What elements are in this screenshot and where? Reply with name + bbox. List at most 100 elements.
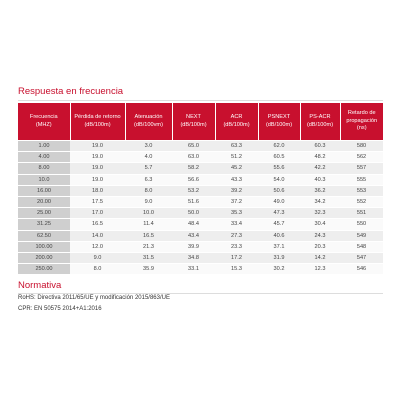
rule	[18, 100, 383, 101]
table-cell: 23.3	[215, 240, 258, 253]
table-cell: 562	[340, 151, 383, 163]
table-cell: 31.25	[18, 218, 70, 230]
header-cell: Frecuencia (MHZ)	[18, 103, 70, 141]
table-row: 25.00 17.0 10.0 50.0 35.3 47.3 32.3 551	[18, 207, 383, 219]
table-cell: 33.4	[215, 218, 258, 230]
table-row: 20.00 17.5 9.0 51.6 37.2 49.0 34.2 552	[18, 195, 383, 208]
table-cell: 3.0	[125, 139, 172, 152]
table-cell: 18.0	[70, 184, 125, 197]
table-cell: 53.2	[172, 184, 215, 197]
table-row: 250.00 8.0 35.9 33.1 15.3 30.2 12.3 546	[18, 263, 383, 275]
table-cell: 39.9	[172, 240, 215, 253]
table-cell: 546	[340, 263, 383, 275]
table-cell: 35.9	[125, 263, 172, 275]
table-cell: 100.00	[18, 240, 70, 253]
table-cell: 39.2	[215, 184, 258, 197]
table-cell: 548	[340, 240, 383, 253]
table-cell: 54.0	[258, 173, 300, 186]
table-cell: 19.0	[70, 139, 125, 152]
table-cell: 9.0	[125, 195, 172, 208]
header-line: Frecuencia	[29, 114, 58, 120]
table-row: 16.00 18.0 8.0 53.2 39.2 50.6 36.2 553	[18, 184, 383, 197]
table-cell: 51.6	[172, 195, 215, 208]
table-cell: 63.0	[172, 151, 215, 163]
header-line: ACR	[230, 114, 243, 120]
table-cell: 40.6	[258, 229, 300, 242]
table-cell: 34.2	[300, 195, 340, 208]
table-cell: 553	[340, 184, 383, 197]
header-line: propagación	[346, 117, 378, 124]
table-cell: 34.8	[172, 251, 215, 264]
table-cell: 60.3	[300, 139, 340, 152]
table-cell: 20.00	[18, 195, 70, 208]
header-line: NEXT	[186, 114, 201, 120]
header-row: Frecuencia (MHZ) Pérdida de retorno (dB/100…	[18, 103, 383, 141]
table-cell: 549	[340, 229, 383, 242]
table-cell: 1.00	[18, 139, 70, 152]
table-cell: 21.3	[125, 240, 172, 253]
table-cell: 51.2	[215, 151, 258, 163]
table-cell: 555	[340, 173, 383, 186]
table-cell: 14.2	[300, 251, 340, 264]
table-cell: 15.3	[215, 263, 258, 275]
table-cell: 14.0	[70, 229, 125, 242]
norm-line: RoHS: Directiva 2011/65/UE y modificació…	[18, 295, 170, 301]
header-line: (dB/100m)	[306, 121, 334, 128]
table-cell: 552	[340, 195, 383, 208]
table-cell: 16.5	[125, 229, 172, 242]
table-cell: 10.0	[18, 173, 70, 186]
table-cell: 43.4	[172, 229, 215, 242]
table-cell: 40.3	[300, 173, 340, 186]
header-line: (MHZ)	[35, 121, 52, 128]
table-cell: 19.0	[70, 162, 125, 175]
table-row: 31.25 16.5 11.4 48.4 33.4 45.7 30.4 550	[18, 218, 383, 230]
table-cell: 48.4	[172, 218, 215, 230]
table-cell: 16.00	[18, 184, 70, 197]
table-cell: 19.0	[70, 151, 125, 163]
table-cell: 24.3	[300, 229, 340, 242]
header-line: (dB/100m)	[223, 121, 250, 128]
table-cell: 62.0	[258, 139, 300, 152]
table-cell: 33.1	[172, 263, 215, 275]
table-cell: 43.3	[215, 173, 258, 186]
header-line: Retardo de	[347, 110, 376, 117]
table-cell: 12.0	[70, 240, 125, 253]
header-cell: NEXT (dB/100m)	[171, 103, 215, 141]
header-line: (dB/100m)	[265, 121, 293, 128]
table-cell: 48.2	[300, 151, 340, 163]
header-cell: Atenuación (dB/100vm)	[124, 103, 172, 141]
table-cell: 200.00	[18, 251, 70, 264]
table-cell: 551	[340, 207, 383, 219]
table-cell: 9.0	[70, 251, 125, 264]
table-row: 10.0 19.0 6.3 56.6 43.3 54.0 40.3 555	[18, 173, 383, 186]
table-cell: 45.7	[258, 218, 300, 230]
header-line: (ns)	[356, 125, 367, 132]
table-cell: 5.7	[125, 162, 172, 175]
table-cell: 19.0	[70, 173, 125, 186]
table-row: 200.00 9.0 31.5 34.8 17.2 31.9 14.2 547	[18, 251, 383, 264]
norm-line: CPR: EN 50575 2014+A1:2016	[18, 306, 102, 312]
header-cell: PSNEXT (dB/100m)	[257, 103, 300, 141]
table-cell: 547	[340, 251, 383, 264]
table-cell: 12.3	[300, 263, 340, 275]
table-cell: 20.3	[300, 240, 340, 253]
table-cell: 8.00	[18, 162, 70, 175]
table-cell: 11.4	[125, 218, 172, 230]
table-cell: 6.3	[125, 173, 172, 186]
header-cell: Pérdida de retorno (dB/100m)	[69, 103, 125, 141]
table-cell: 32.3	[300, 207, 340, 219]
table-cell: 17.2	[215, 251, 258, 264]
table-cell: 10.0	[125, 207, 172, 219]
table-cell: 56.6	[172, 173, 215, 186]
table-cell: 31.9	[258, 251, 300, 264]
table-cell: 557	[340, 162, 383, 175]
header-cell: ACR (dB/100m)	[214, 103, 258, 141]
table-cell: 50.0	[172, 207, 215, 219]
table-cell: 58.2	[172, 162, 215, 175]
header-line: PS-ACR	[309, 114, 331, 120]
table-cell: 27.3	[215, 229, 258, 242]
header-cell: PS-ACR (dB/100m)	[299, 103, 340, 141]
table-cell: 17.0	[70, 207, 125, 219]
header-line: (dB/100m)	[84, 121, 111, 128]
